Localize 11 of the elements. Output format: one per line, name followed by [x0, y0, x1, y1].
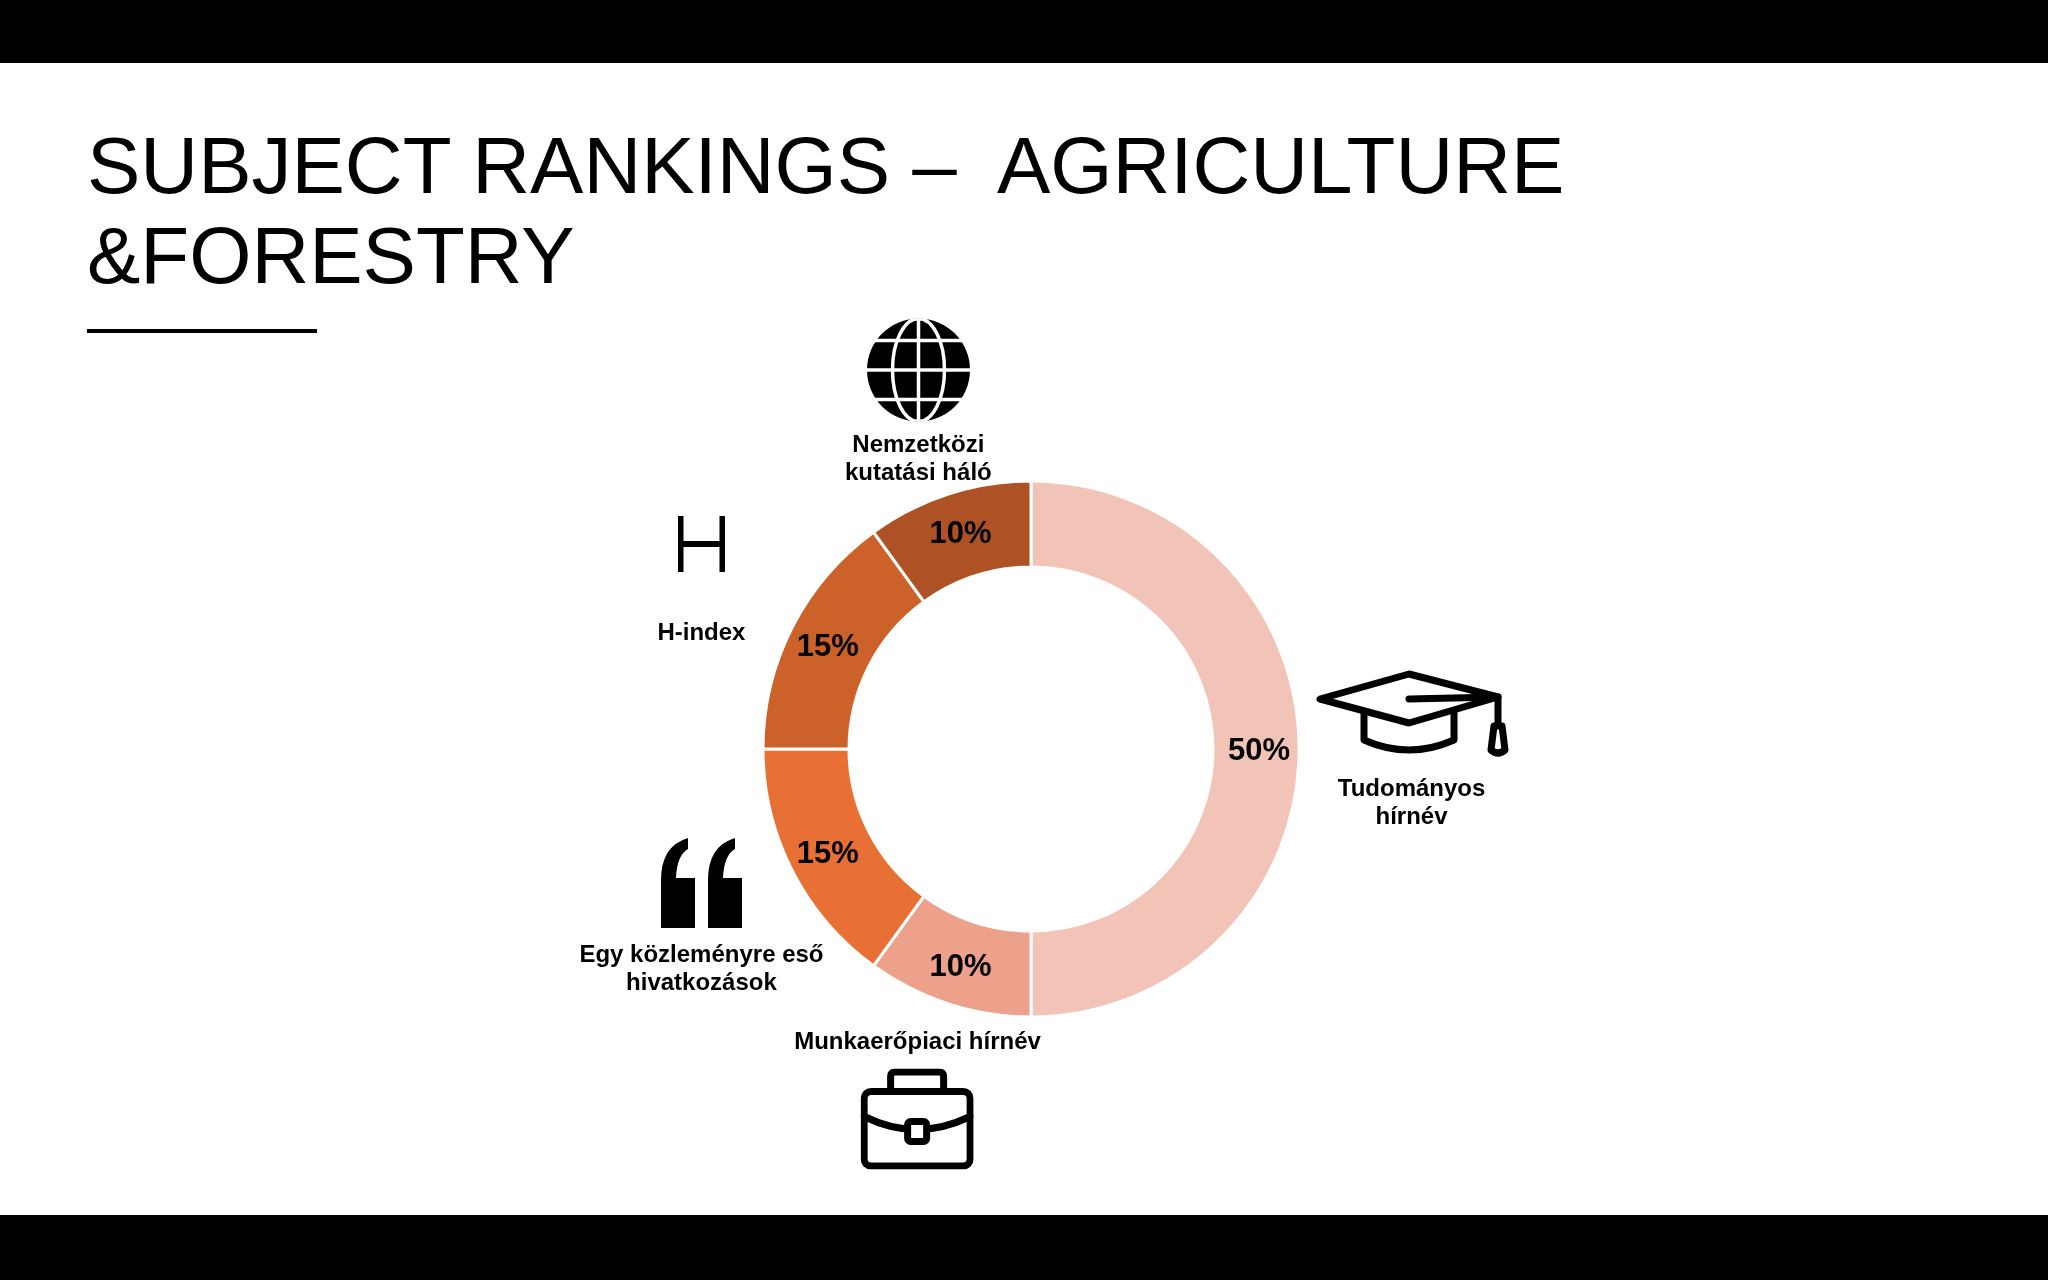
data-label: 10%: [929, 514, 992, 550]
chart-title: SUBJECT RANKINGS – AGRICULTURE &FORESTRY: [87, 121, 1566, 301]
slice-label: Tudományos hírnév: [1336, 774, 1487, 830]
slice-label: H-index: [657, 618, 746, 647]
data-label: 10%: [929, 948, 992, 984]
slice-label: Munkaerőpiaci hírnév: [794, 1026, 1041, 1055]
data-label: 15%: [796, 835, 859, 871]
data-label: 50%: [1227, 731, 1291, 767]
slice-label: Egy közleményre eső hivatkozások: [578, 939, 825, 996]
data-label: 15%: [796, 627, 859, 663]
slice-label: Nemzetközi kutatási háló: [844, 429, 993, 486]
